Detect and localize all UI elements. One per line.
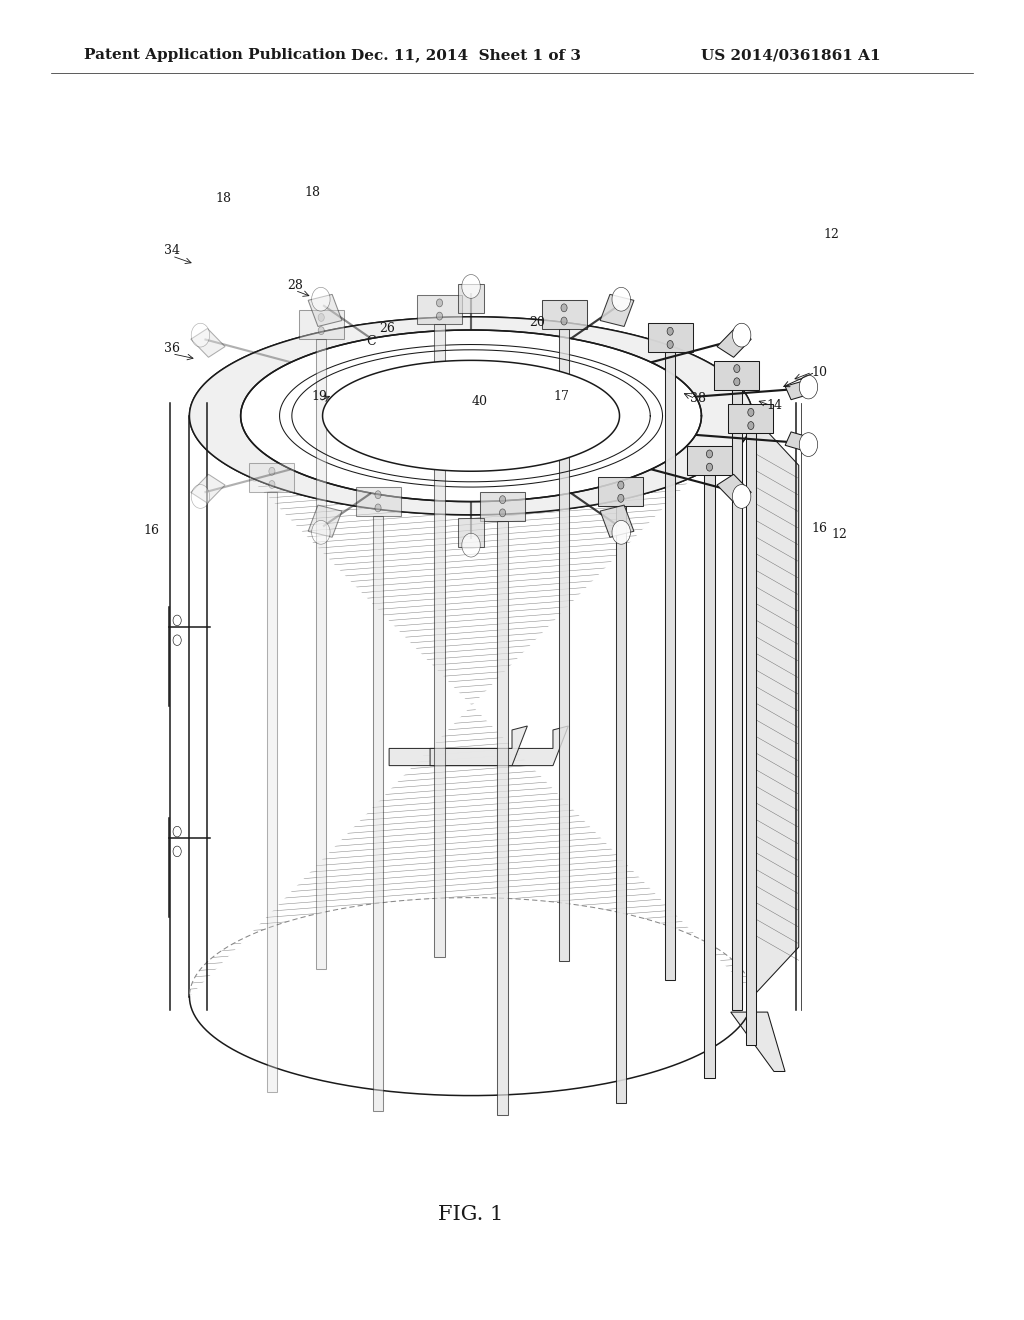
Polygon shape [417, 294, 462, 323]
Polygon shape [458, 519, 484, 548]
Text: Dec. 11, 2014  Sheet 1 of 3: Dec. 11, 2014 Sheet 1 of 3 [351, 49, 581, 62]
Circle shape [667, 327, 673, 335]
Circle shape [612, 520, 631, 544]
Text: US 2014/0361861 A1: US 2014/0361861 A1 [701, 49, 881, 62]
Circle shape [707, 463, 713, 471]
Text: 26: 26 [379, 322, 395, 335]
Polygon shape [308, 506, 342, 537]
Circle shape [375, 504, 381, 512]
Circle shape [561, 304, 567, 312]
Circle shape [269, 467, 275, 475]
Text: 10: 10 [811, 366, 827, 379]
Text: C: C [366, 335, 376, 348]
Polygon shape [498, 521, 508, 1115]
Polygon shape [717, 329, 752, 358]
Text: 38: 38 [690, 392, 707, 405]
Circle shape [500, 510, 506, 517]
Text: 17: 17 [553, 389, 569, 403]
Polygon shape [299, 309, 344, 338]
Polygon shape [665, 352, 675, 981]
Polygon shape [598, 478, 643, 507]
Circle shape [617, 482, 624, 490]
Polygon shape [430, 726, 527, 766]
Text: 16: 16 [143, 524, 160, 537]
Polygon shape [687, 446, 732, 475]
Circle shape [707, 450, 713, 458]
Polygon shape [480, 492, 525, 521]
Text: 40: 40 [471, 395, 487, 408]
Text: Patent Application Publication: Patent Application Publication [84, 49, 346, 62]
Circle shape [436, 312, 442, 319]
Circle shape [800, 433, 818, 457]
Polygon shape [267, 492, 278, 1092]
Circle shape [191, 484, 210, 508]
Polygon shape [600, 294, 634, 326]
Polygon shape [753, 416, 799, 997]
Text: 20: 20 [529, 315, 546, 329]
Circle shape [311, 520, 330, 544]
Polygon shape [600, 506, 634, 537]
Text: 12: 12 [823, 228, 840, 242]
Polygon shape [190, 329, 225, 358]
Polygon shape [647, 323, 692, 352]
Polygon shape [434, 323, 444, 957]
Polygon shape [458, 284, 484, 313]
Polygon shape [715, 360, 760, 389]
Polygon shape [731, 1012, 785, 1072]
Polygon shape [559, 329, 569, 961]
Text: 12: 12 [831, 528, 848, 541]
Circle shape [191, 323, 210, 347]
Polygon shape [542, 300, 587, 329]
Text: 14: 14 [766, 399, 782, 412]
Text: 18: 18 [215, 191, 231, 205]
Circle shape [462, 275, 480, 298]
Circle shape [318, 326, 325, 334]
PathPatch shape [189, 317, 753, 515]
Polygon shape [308, 294, 342, 326]
Polygon shape [316, 338, 327, 969]
Polygon shape [745, 433, 756, 1045]
Polygon shape [728, 404, 773, 433]
Polygon shape [355, 487, 400, 516]
Circle shape [748, 421, 754, 429]
Polygon shape [373, 516, 383, 1111]
Circle shape [734, 378, 740, 385]
Polygon shape [389, 726, 568, 766]
Text: 28: 28 [287, 279, 303, 292]
Circle shape [500, 496, 506, 504]
Polygon shape [785, 380, 813, 400]
Circle shape [436, 298, 442, 306]
Text: 19: 19 [311, 389, 328, 403]
Circle shape [748, 408, 754, 416]
Circle shape [311, 288, 330, 312]
Text: 18: 18 [304, 186, 321, 199]
Polygon shape [785, 432, 813, 451]
Text: 34: 34 [164, 244, 180, 257]
Text: 16: 16 [811, 521, 827, 535]
Circle shape [617, 495, 624, 503]
Polygon shape [323, 360, 620, 471]
Circle shape [732, 484, 751, 508]
Circle shape [561, 317, 567, 325]
Circle shape [462, 533, 480, 557]
Circle shape [800, 375, 818, 399]
Polygon shape [732, 389, 742, 1010]
Polygon shape [717, 474, 752, 503]
Text: FIG. 1: FIG. 1 [438, 1205, 504, 1224]
Circle shape [667, 341, 673, 348]
Polygon shape [250, 463, 295, 492]
Polygon shape [190, 474, 225, 503]
Text: 36: 36 [164, 342, 180, 355]
Circle shape [269, 480, 275, 488]
Circle shape [375, 491, 381, 499]
Circle shape [734, 364, 740, 372]
Polygon shape [705, 475, 715, 1078]
Circle shape [732, 323, 751, 347]
Circle shape [612, 288, 631, 312]
Polygon shape [615, 507, 626, 1104]
Circle shape [318, 313, 325, 321]
